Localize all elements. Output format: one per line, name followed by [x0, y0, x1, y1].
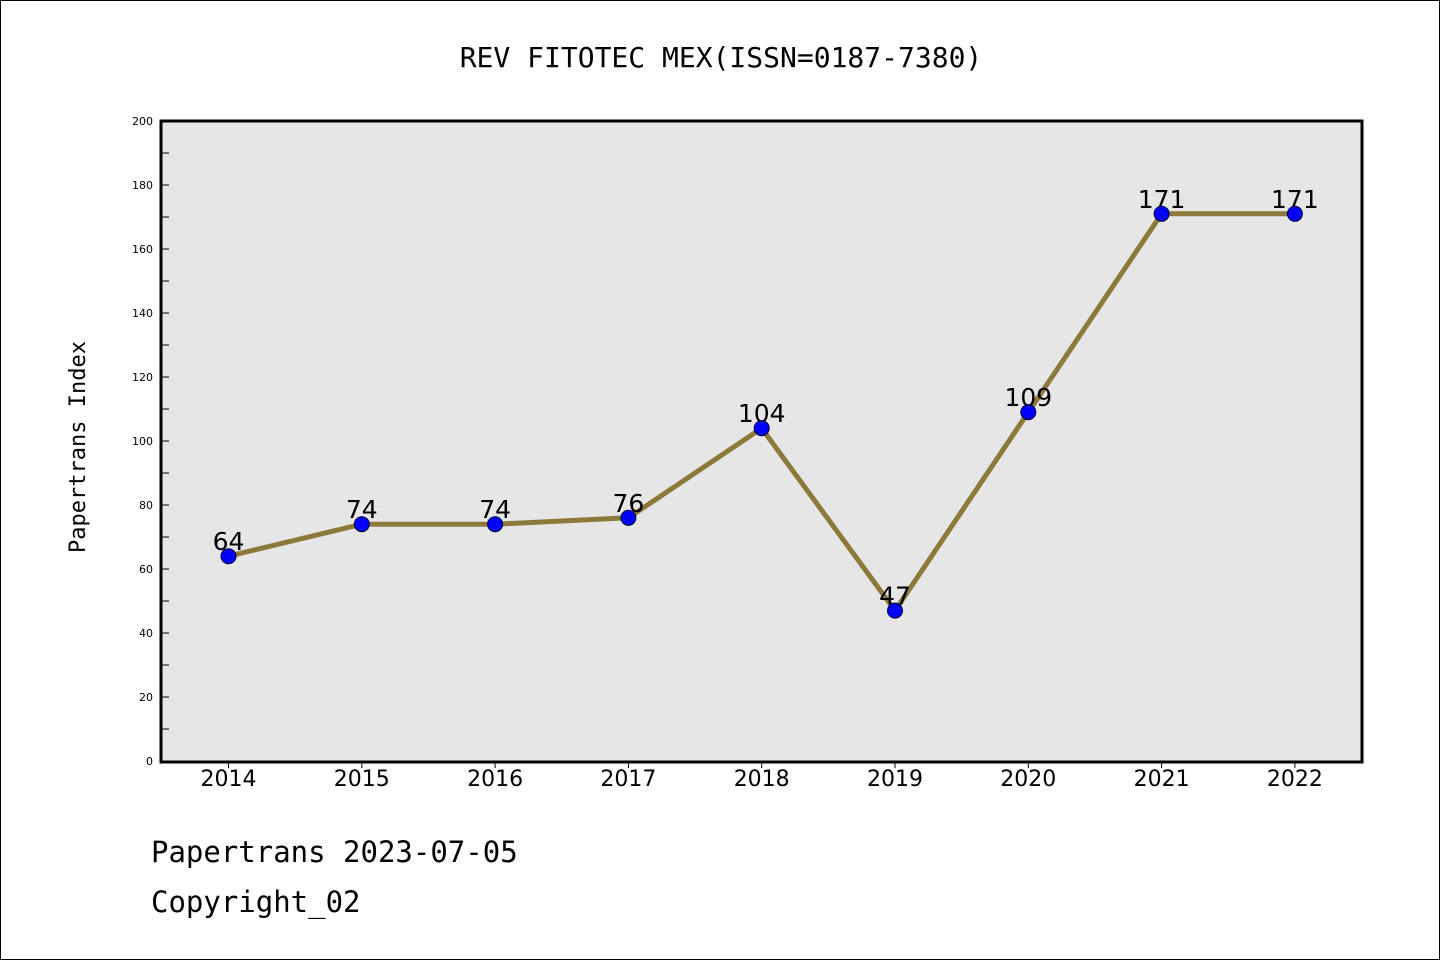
y-tick-label: 80 — [139, 499, 153, 512]
y-tick-label: 160 — [132, 243, 153, 256]
y-tick-label: 40 — [139, 627, 153, 640]
data-point — [753, 420, 770, 437]
data-point — [353, 516, 370, 533]
x-tick-label: 2022 — [1267, 767, 1323, 792]
data-point — [1153, 205, 1170, 222]
x-tick-label: 2014 — [201, 767, 257, 792]
y-tick-label: 0 — [146, 755, 153, 768]
footer-copyright: Copyright_02 — [151, 885, 361, 919]
data-point — [620, 509, 637, 526]
y-tick-label: 120 — [132, 371, 153, 384]
y-tick-label: 200 — [132, 115, 153, 128]
footer-date-line: Papertrans 2023-07-05 — [151, 835, 518, 869]
x-tick-label: 2017 — [600, 767, 656, 792]
plot-frame — [159, 119, 1364, 764]
data-point — [887, 602, 903, 619]
chart-title: REV FITOTEC MEX(ISSN=0187-7380) — [460, 41, 983, 74]
data-point — [487, 516, 504, 533]
y-tick-label: 140 — [132, 307, 153, 320]
y-tick-label: 180 — [132, 179, 153, 192]
x-tick-label: 2015 — [334, 767, 390, 792]
x-tick-label: 2018 — [734, 767, 790, 792]
y-axis-label: Papertrans Index — [66, 341, 91, 553]
x-axis: 2014 2015 2016 2017 2018 2019 2020 2021 2022 — [201, 761, 1323, 792]
x-tick-label: 2020 — [1000, 767, 1056, 792]
x-tick-label: 2016 — [467, 767, 523, 792]
data-point — [1020, 404, 1037, 421]
x-tick-label: 2021 — [1134, 767, 1190, 792]
y-tick-label: 20 — [139, 691, 153, 704]
plot-area — [161, 121, 1362, 762]
x-tick-label: 2019 — [867, 767, 923, 792]
y-tick-label: 100 — [132, 435, 153, 448]
y-tick-label: 60 — [139, 563, 153, 576]
data-point — [220, 548, 237, 565]
data-point — [1286, 205, 1303, 222]
